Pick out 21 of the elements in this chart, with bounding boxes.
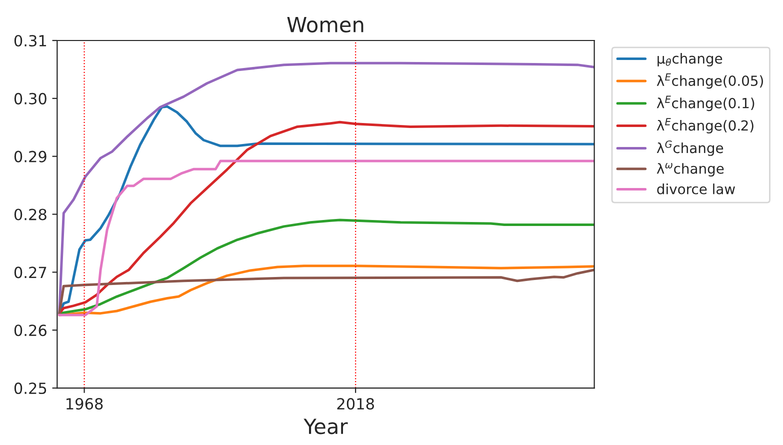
legend-label: λ$^{E}$change(0.1) xyxy=(656,96,754,112)
legend-label: λ$^{E}$change(0.05) xyxy=(656,73,763,89)
legend-label: divorce law xyxy=(657,184,735,194)
y-tick-label: 0.29 xyxy=(14,150,46,162)
y-tick-label: 0.25 xyxy=(14,382,46,394)
legend-label: λ$^{ω}$change xyxy=(656,162,724,177)
x-tick-label: 2018 xyxy=(337,398,374,410)
y-tick-label: 0.28 xyxy=(14,208,46,220)
y-tick-label: 0.31 xyxy=(14,34,46,47)
legend-label: λ$^{E}$change(0.2) xyxy=(656,118,754,134)
x-axis-title: Year xyxy=(304,418,348,434)
y-tick-label: 0.26 xyxy=(14,324,46,336)
line-series xyxy=(58,218,594,315)
chart-title: Women xyxy=(287,16,364,32)
legend-label: λ$^{G}$change xyxy=(656,140,724,156)
line-series xyxy=(58,160,594,316)
x-tick-label: 1968 xyxy=(66,398,103,410)
y-tick-label: 0.27 xyxy=(14,266,46,278)
line-series xyxy=(58,62,594,315)
y-tick-label: 0.30 xyxy=(14,92,46,104)
legend-label: μ$_{θ}$change xyxy=(658,52,722,66)
